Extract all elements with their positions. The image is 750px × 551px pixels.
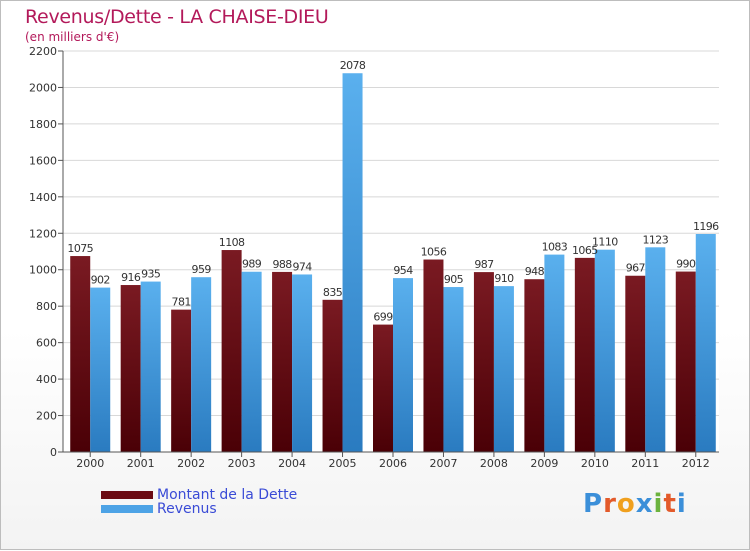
bar-value-label: 935 xyxy=(141,268,161,281)
bar-dette xyxy=(574,257,595,452)
bar-value-label: 1083 xyxy=(542,241,568,254)
y-tick-label: 400 xyxy=(36,373,57,386)
y-tick-label: 600 xyxy=(36,337,57,350)
x-tick-label: 2009 xyxy=(530,457,558,470)
x-tick-label: 2001 xyxy=(127,457,155,470)
bar-value-label: 1110 xyxy=(592,236,618,249)
proxiti-logo: Proxiti xyxy=(583,489,687,519)
x-tick-label: 2011 xyxy=(631,457,659,470)
x-tick-label: 2006 xyxy=(379,457,407,470)
x-tick-label: 2008 xyxy=(480,457,508,470)
bar-revenus xyxy=(695,234,716,452)
x-tick-label: 2010 xyxy=(581,457,609,470)
bar-value-label: 1075 xyxy=(67,242,93,255)
bar-value-label: 990 xyxy=(676,258,696,271)
y-tick-label: 200 xyxy=(36,410,57,423)
bar-revenus xyxy=(292,274,313,452)
bar-dette xyxy=(373,324,393,452)
y-tick-label: 800 xyxy=(36,300,57,313)
y-tick-label: 1600 xyxy=(29,154,57,167)
bar-value-label: 910 xyxy=(494,272,514,285)
bar-value-label: 781 xyxy=(172,296,191,309)
y-tick-label: 1200 xyxy=(29,227,57,240)
bar-dette xyxy=(70,256,91,452)
bar-value-label: 948 xyxy=(525,265,545,278)
logo-letter: P xyxy=(583,489,604,519)
legend-swatch-dette xyxy=(101,491,153,499)
legend-swatch-revenus xyxy=(101,505,153,513)
bar-revenus xyxy=(443,287,464,452)
bar-dette xyxy=(272,271,293,452)
bar-dette xyxy=(473,272,494,452)
bar-value-label: 835 xyxy=(323,286,343,299)
y-tick-label: 0 xyxy=(50,446,57,459)
bar-dette xyxy=(625,275,646,452)
x-tick-label: 2003 xyxy=(228,457,256,470)
chart-title: Revenus/Dette - LA CHAISE-DIEU xyxy=(25,6,329,28)
x-tick-label: 2012 xyxy=(682,457,710,470)
bar-revenus xyxy=(140,281,161,452)
legend-item-revenus: Revenus xyxy=(101,501,297,517)
logo-letter: i xyxy=(676,489,687,519)
bar-dette xyxy=(322,299,343,452)
legend-label-dette: Montant de la Dette xyxy=(157,487,298,503)
chart-subtitle: (en milliers d'€) xyxy=(25,30,120,44)
bar-value-label: 2078 xyxy=(340,59,366,72)
bar-value-label: 902 xyxy=(91,274,110,287)
bar-value-label: 954 xyxy=(393,264,413,277)
bar-revenus xyxy=(645,247,666,452)
labels-layer: 1075 902 916 935 781 959 1108 989 988 974 835 2078 6… xyxy=(67,59,719,323)
bar-revenus xyxy=(191,277,212,452)
x-tick-label: 2004 xyxy=(278,457,306,470)
bar-revenus xyxy=(594,249,615,452)
x-tick-label: 2002 xyxy=(177,457,205,470)
bar-value-label: 1065 xyxy=(572,244,598,257)
bar-revenus xyxy=(342,73,363,452)
bar-value-label: 988 xyxy=(272,258,292,271)
x-tick-label: 2005 xyxy=(329,457,357,470)
logo-letter: x xyxy=(635,489,654,519)
bar-revenus xyxy=(241,271,262,452)
bar-value-label: 1108 xyxy=(219,236,245,249)
y-tick-label: 1800 xyxy=(29,118,57,131)
legend-item-dette: Montant de la Dette xyxy=(101,487,298,503)
bar-value-label: 916 xyxy=(121,271,141,284)
bars-layer xyxy=(70,73,716,452)
axis-layer: 0 200 400 600 800 1000 1200 1400 1600 1800 2000 220… xyxy=(29,45,719,470)
x-tick-label: 2007 xyxy=(429,457,457,470)
bar-revenus xyxy=(493,286,514,452)
bar-dette xyxy=(423,259,444,452)
bar-value-label: 1056 xyxy=(421,246,447,259)
bar-value-label: 989 xyxy=(242,258,262,271)
bar-dette xyxy=(171,309,192,452)
logo-letter: i xyxy=(653,489,664,519)
bar-revenus xyxy=(90,287,111,452)
y-tick-label: 2000 xyxy=(29,81,57,94)
bar-value-label: 974 xyxy=(292,260,312,273)
bar-dette xyxy=(120,285,141,452)
legend: Montant de la Dette Revenus xyxy=(101,487,298,517)
logo-letter: t xyxy=(663,489,677,519)
y-tick-label: 2200 xyxy=(29,45,57,58)
x-tick-label: 2000 xyxy=(76,457,104,470)
bar-value-label: 967 xyxy=(626,262,646,275)
bar-revenus xyxy=(393,278,413,452)
bar-value-label: 987 xyxy=(474,258,494,271)
logo-letter: r xyxy=(603,489,617,519)
bar-value-label: 1196 xyxy=(693,220,719,233)
bar-dette xyxy=(221,250,242,452)
bar-revenus xyxy=(544,254,565,452)
bar-value-label: 905 xyxy=(444,273,464,286)
bar-value-label: 1123 xyxy=(643,233,669,246)
bar-dette xyxy=(675,271,696,452)
bar-value-label: 959 xyxy=(192,263,212,276)
logo-letter: o xyxy=(616,489,636,519)
legend-label-revenus: Revenus xyxy=(157,501,217,517)
bar-value-label: 699 xyxy=(373,311,393,324)
bar-dette xyxy=(524,279,545,452)
y-tick-label: 1000 xyxy=(29,264,57,277)
y-tick-label: 1400 xyxy=(29,191,57,204)
